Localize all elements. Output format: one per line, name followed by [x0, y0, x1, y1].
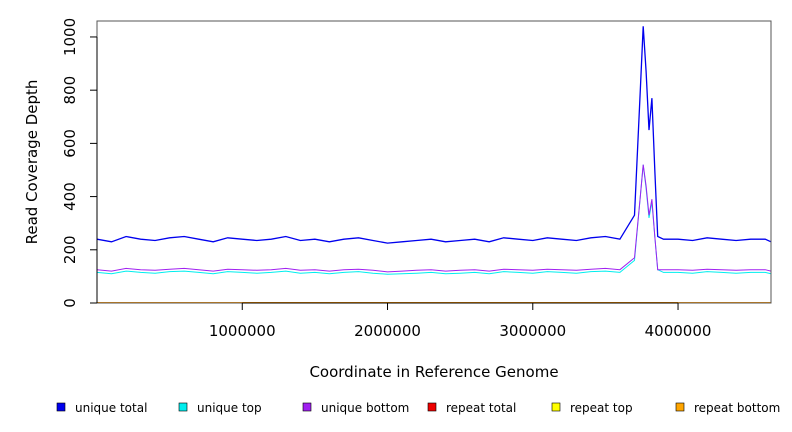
legend-label: unique bottom	[321, 401, 409, 415]
series-line-unique-total	[96, 26, 772, 244]
y-tick-label: 800	[61, 76, 79, 105]
legend-item-repeat-top: repeat top	[551, 401, 633, 415]
legend-swatch	[551, 402, 561, 412]
x-axis: 1000000 2000000 3000000 4000000	[209, 302, 712, 340]
x-tick-label: 2000000	[354, 322, 421, 340]
legend-swatch	[178, 402, 188, 412]
legend-label: repeat bottom	[694, 401, 780, 415]
legend-label: unique top	[197, 401, 262, 415]
y-tick-label: 600	[61, 129, 79, 158]
series-line-unique-top	[96, 164, 772, 275]
y-axis: 0 200 400 600 800 1000	[61, 18, 98, 308]
legend-label: repeat top	[570, 401, 633, 415]
y-tick-label: 200	[61, 235, 79, 264]
legend-swatch	[302, 402, 312, 412]
y-tick-label: 1000	[61, 18, 79, 56]
x-tick-label: 4000000	[645, 322, 712, 340]
legend-label: unique total	[75, 401, 147, 415]
legend-item-unique-top: unique top	[178, 401, 262, 415]
legend-swatch	[56, 402, 66, 412]
legend-swatch	[427, 402, 437, 412]
legend-item-repeat-total: repeat total	[427, 401, 516, 415]
legend-label: repeat total	[446, 401, 516, 415]
legend-item-unique-total: unique total	[56, 401, 147, 415]
series-line-unique-bottom	[96, 164, 772, 273]
x-tick-label: 1000000	[209, 322, 276, 340]
y-tick-label: 0	[61, 298, 79, 308]
legend: unique total unique top unique bottom repea…	[56, 401, 780, 415]
y-axis-title: Read Coverage Depth	[23, 80, 41, 245]
plot-frame	[96, 20, 772, 304]
x-axis-title: Coordinate in Reference Genome	[309, 363, 558, 381]
y-tick-label: 400	[61, 182, 79, 211]
legend-item-unique-bottom: unique bottom	[302, 401, 409, 415]
x-tick-label: 3000000	[499, 322, 566, 340]
legend-swatch	[675, 402, 685, 412]
plot-lines	[96, 26, 772, 304]
legend-item-repeat-bottom: repeat bottom	[675, 401, 780, 415]
